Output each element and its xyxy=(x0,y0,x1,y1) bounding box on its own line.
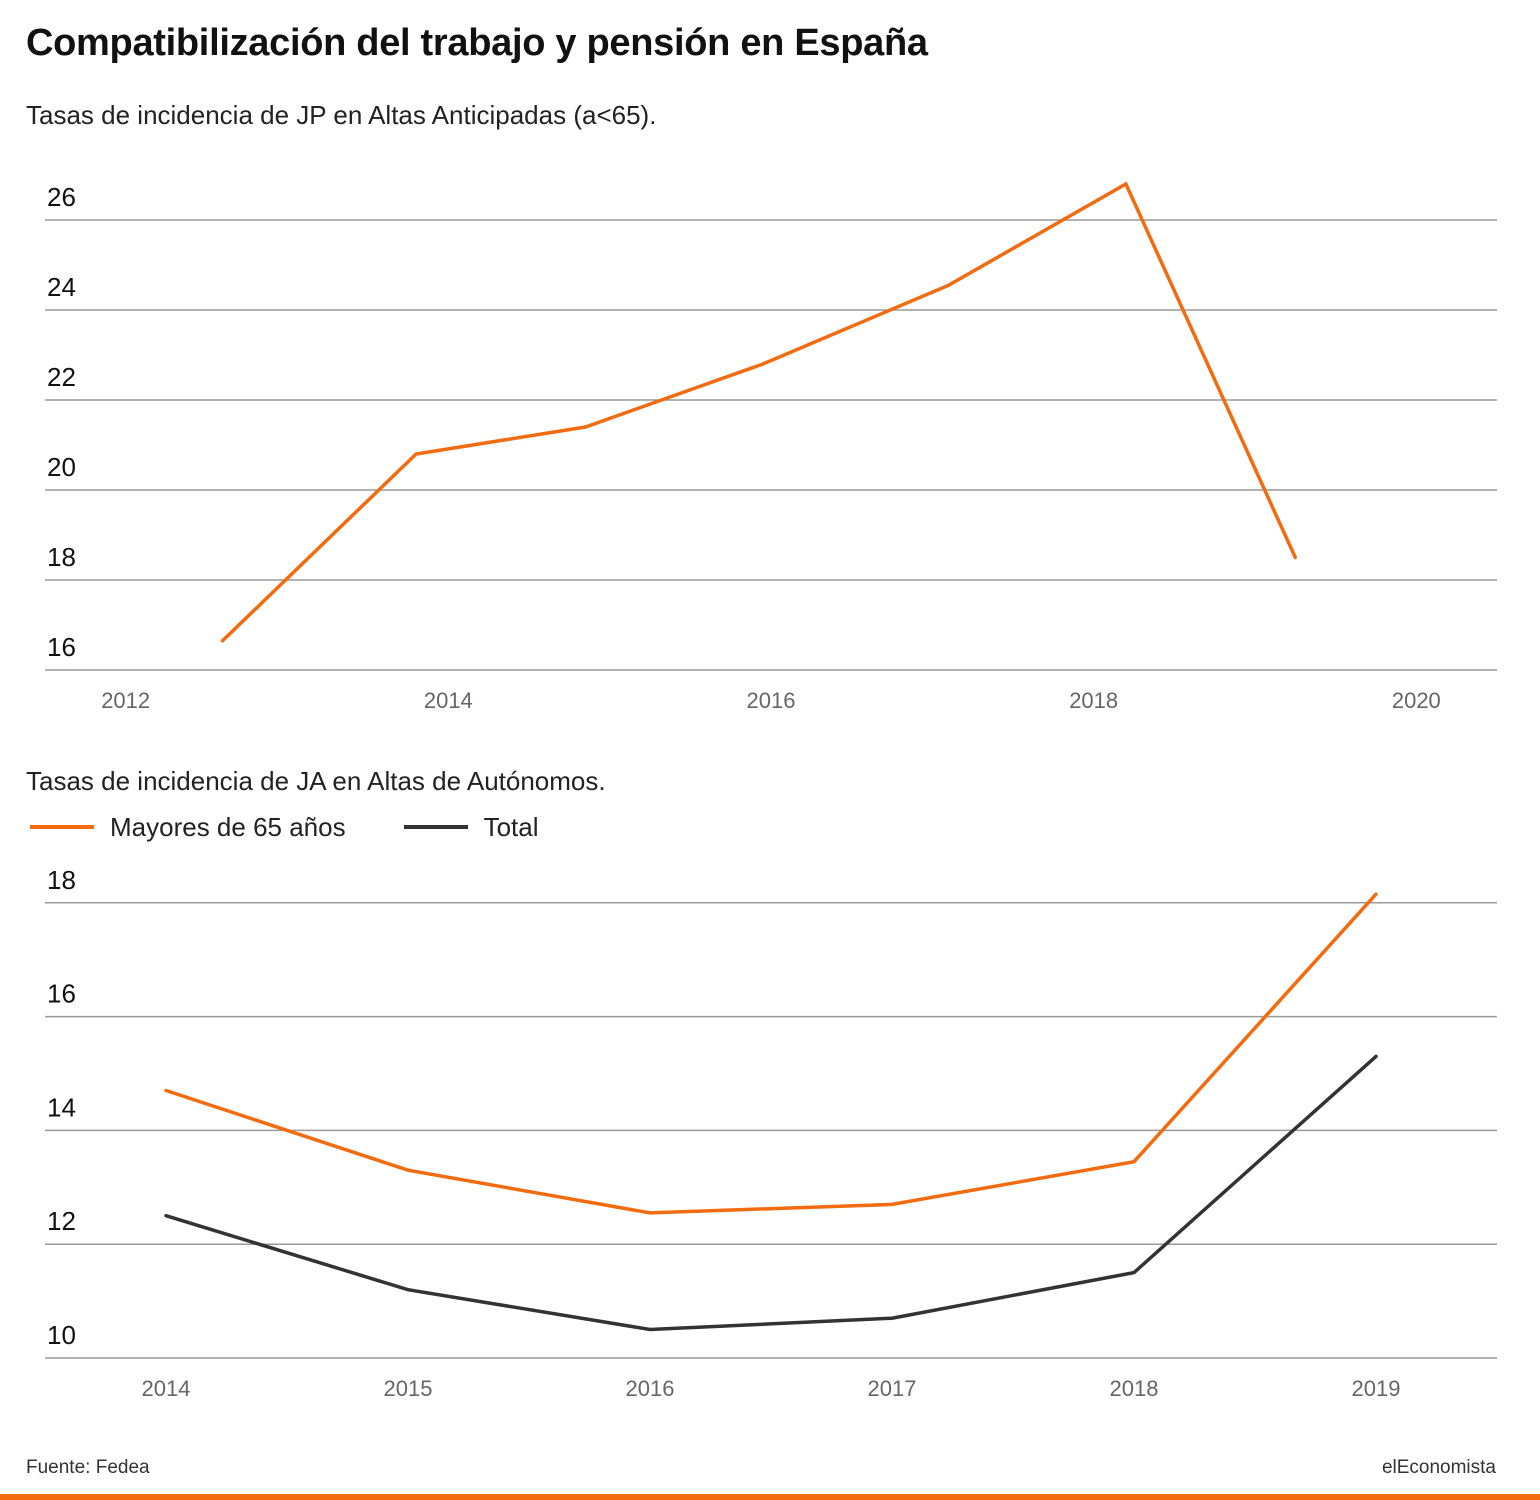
x-tick-label: 2016 xyxy=(626,1376,675,1401)
x-tick-label: 2017 xyxy=(868,1376,917,1401)
x-tick-label: 2014 xyxy=(142,1376,191,1401)
y-tick-label: 10 xyxy=(47,1320,76,1350)
y-tick-label: 26 xyxy=(47,182,76,212)
y-tick-label: 12 xyxy=(47,1206,76,1236)
y-tick-label: 14 xyxy=(47,1092,76,1122)
source-note: Fuente: Fedea xyxy=(26,1457,150,1478)
x-tick-label: 2012 xyxy=(101,688,150,713)
y-tick-label: 20 xyxy=(47,452,76,482)
x-tick-label: 2015 xyxy=(384,1376,433,1401)
legend-item-mayores: Mayores de 65 años xyxy=(30,812,346,843)
x-tick-label: 2016 xyxy=(747,688,796,713)
legend-label-mayores: Mayores de 65 años xyxy=(110,811,346,842)
chart1-subtitle: Tasas de incidencia de JP en Altas Antic… xyxy=(26,100,657,130)
y-tick-label: 22 xyxy=(47,362,76,392)
x-tick-label: 2019 xyxy=(1352,1376,1401,1401)
y-tick-label: 18 xyxy=(47,542,76,572)
x-tick-label: 2014 xyxy=(424,688,473,713)
chart2-plot: 10 12 14 16 18 2014 2015 2016 2017 2018 2019 xyxy=(45,865,1497,1401)
brand-label: elEconomista xyxy=(1381,1457,1496,1478)
series-line-mayores-65 xyxy=(164,892,1378,1215)
legend-swatch-mayores xyxy=(30,825,94,829)
y-tick-label: 18 xyxy=(47,865,76,895)
chart-title: Compatibilización del trabajo y pensión … xyxy=(26,22,928,64)
chart1-plot: 16 18 20 22 24 26 2012 2014 2016 2018 2020 xyxy=(45,181,1497,713)
chart2-legend: Mayores de 65 años Total xyxy=(30,810,597,844)
y-tick-label: 16 xyxy=(47,979,76,1009)
bottom-accent-bar xyxy=(0,1494,1540,1500)
y-tick-label: 24 xyxy=(47,272,76,302)
x-tick-label: 2018 xyxy=(1110,1376,1159,1401)
y-tick-label: 16 xyxy=(47,632,76,662)
series-line-jp xyxy=(220,181,1298,643)
legend-label-total: Total xyxy=(483,811,539,842)
x-tick-label: 2020 xyxy=(1392,688,1441,713)
series-line-total xyxy=(164,1054,1378,1332)
legend-item-total: Total xyxy=(403,811,539,843)
chart2-subtitle: Tasas de incidencia de JA en Altas de Au… xyxy=(26,766,606,796)
x-tick-label: 2018 xyxy=(1069,688,1118,713)
legend-swatch-total xyxy=(403,825,468,829)
